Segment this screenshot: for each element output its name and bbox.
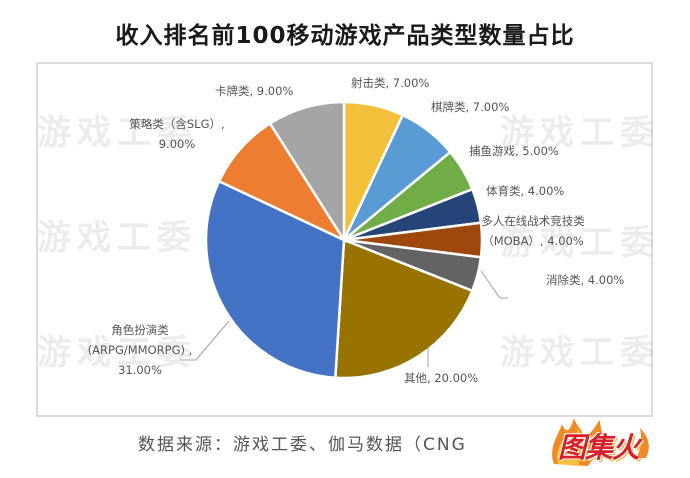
label-chess: 棋牌类, 7.00% xyxy=(431,100,510,114)
label-slg-line1: 策略类（含SLG）, xyxy=(129,117,225,131)
label-match3: 消除类, 4.00% xyxy=(546,273,625,287)
label-card: 卡牌类, 9.00% xyxy=(215,84,294,98)
watermark: 游戏工委 xyxy=(500,223,660,263)
label-moba-line2: （MOBA）, 4.00% xyxy=(482,234,584,248)
label-other: 其他, 20.00% xyxy=(404,371,479,385)
label-moba: 多人在线战术竞技类 （MOBA）, 4.00% xyxy=(478,213,588,249)
chart-title: 收入排名前100移动游戏产品类型数量占比 xyxy=(115,23,575,49)
watermark: 游戏工委 xyxy=(37,218,197,258)
flame-icon xyxy=(552,418,649,466)
pie-slice xyxy=(268,100,346,245)
leader-line-rpg xyxy=(180,320,230,361)
pie-slice xyxy=(204,179,346,380)
label-rpg: 角色扮演类 (ARPG/MMORPG) , 31.00% xyxy=(80,320,200,380)
label-sports: 体育类, 4.00% xyxy=(486,184,565,198)
label-fishing: 捕鱼游戏, 5.00% xyxy=(469,144,559,158)
pie-slice xyxy=(334,238,474,380)
label-rpg-line2: (ARPG/MMORPG) , xyxy=(87,343,193,357)
leader-line-match3 xyxy=(480,270,508,299)
watermark: 游戏工委 xyxy=(37,333,197,373)
label-rpg-line3: 31.00% xyxy=(118,363,162,377)
watermark: 游戏工委 xyxy=(500,333,660,373)
label-moba-line1: 多人在线战术竞技类 xyxy=(481,214,585,228)
logo-text: 图集火 xyxy=(558,431,640,464)
brand-logo: 图集火 xyxy=(548,414,658,470)
label-rpg-line1: 角色扮演类 xyxy=(111,323,169,337)
label-slg: 策略类（含SLG）, 9.00% xyxy=(122,116,232,152)
watermark: 游戏工委 xyxy=(500,113,660,153)
data-source: 数据来源：游戏工委、伽马数据（CNG xyxy=(138,435,467,455)
watermark: 游戏工委 xyxy=(37,113,197,153)
label-shooting: 射击类, 7.00% xyxy=(351,76,430,90)
label-slg-line2: 9.00% xyxy=(158,137,196,151)
pie-slices xyxy=(204,100,484,380)
